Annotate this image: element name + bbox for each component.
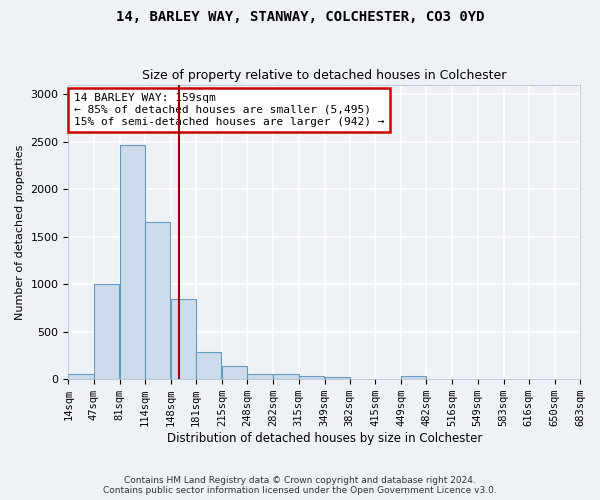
Bar: [171, 300, 196, 379]
Text: 14, BARLEY WAY, STANWAY, COLCHESTER, CO3 0YD: 14, BARLEY WAY, STANWAY, COLCHESTER, CO3…: [116, 10, 484, 24]
Bar: [247, 374, 272, 379]
Text: Contains HM Land Registry data © Crown copyright and database right 2024.
Contai: Contains HM Land Registry data © Crown c…: [103, 476, 497, 495]
Bar: [299, 376, 324, 379]
Bar: [196, 352, 221, 379]
X-axis label: Distribution of detached houses by size in Colchester: Distribution of detached houses by size …: [167, 432, 482, 445]
Bar: [68, 374, 94, 379]
Text: 14 BARLEY WAY: 159sqm
← 85% of detached houses are smaller (5,495)
15% of semi-d: 14 BARLEY WAY: 159sqm ← 85% of detached …: [74, 94, 384, 126]
Bar: [325, 378, 350, 379]
Bar: [274, 374, 299, 379]
Y-axis label: Number of detached properties: Number of detached properties: [15, 144, 25, 320]
Bar: [222, 366, 247, 379]
Bar: [145, 222, 170, 379]
Title: Size of property relative to detached houses in Colchester: Size of property relative to detached ho…: [142, 69, 506, 82]
Bar: [94, 284, 119, 379]
Bar: [119, 146, 145, 379]
Bar: [401, 376, 426, 379]
